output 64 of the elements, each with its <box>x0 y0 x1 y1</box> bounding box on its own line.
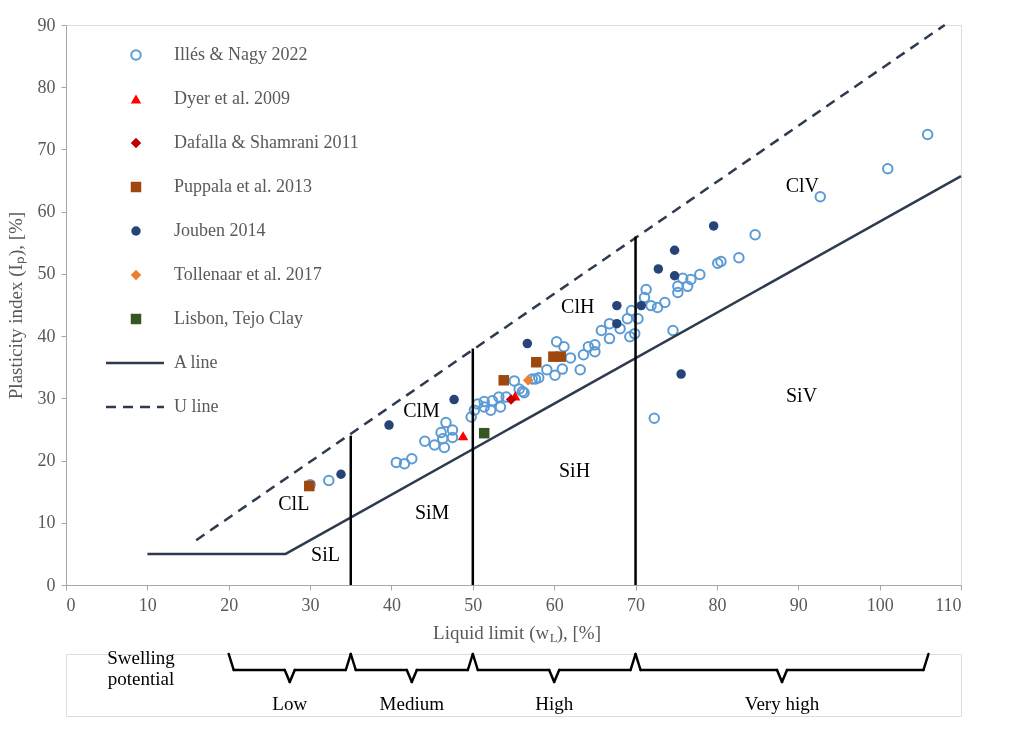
point <box>669 245 680 255</box>
text: Swelling potential <box>107 647 176 689</box>
y-tick-label: 60 <box>37 201 56 222</box>
point <box>612 318 622 329</box>
legend-label: Dafalla & Shamrani 2011 <box>174 132 359 152</box>
legend-label: Tollenaar et al. 2017 <box>174 264 322 284</box>
legend-label: Illés & Nagy 2022 <box>174 44 308 64</box>
x-tick-label: 0 <box>66 594 76 615</box>
x-tick-label: 10 <box>138 594 157 615</box>
point <box>478 427 490 439</box>
x-tick-label: 80 <box>708 594 727 615</box>
x-tick-label: 90 <box>789 594 808 615</box>
point <box>676 369 686 379</box>
text: Low <box>272 693 308 714</box>
text: Very high <box>744 693 820 714</box>
y-tick-label: 20 <box>37 450 56 471</box>
x-tick-label: 70 <box>627 594 646 615</box>
point <box>498 375 509 386</box>
annotation: ClM <box>403 398 441 421</box>
point <box>522 338 533 349</box>
x-tick-label: 40 <box>382 594 401 615</box>
point <box>449 394 459 405</box>
annotation: SiM <box>414 501 450 524</box>
y-tick-label: 50 <box>37 263 56 284</box>
y-tick-label: 10 <box>37 512 56 533</box>
annotation: SiH <box>558 459 591 482</box>
text: High <box>535 693 574 714</box>
point <box>555 351 566 362</box>
point <box>336 469 346 479</box>
legend-label: A line <box>174 352 218 372</box>
y-tick-label: 90 <box>37 14 56 35</box>
legend-label: U line <box>174 396 219 416</box>
point <box>708 221 719 231</box>
point <box>505 394 517 405</box>
point <box>531 357 542 368</box>
y-tick-label: 70 <box>37 138 56 159</box>
x-tick-label: 110 <box>935 594 962 615</box>
legend-label: Jouben 2014 <box>174 220 266 240</box>
y-axis-title: Plasticity index (Iₚ), [%] <box>4 211 27 400</box>
legend-label: Dyer et al. 2009 <box>174 88 290 108</box>
x-tick-label: 60 <box>545 594 564 615</box>
annotation: SiL <box>311 542 340 565</box>
annotation: ClV <box>785 173 820 196</box>
text: Medium <box>379 693 445 714</box>
annotation: ClL <box>278 492 310 515</box>
point <box>636 300 646 311</box>
point <box>457 431 469 441</box>
x-tick-label: 50 <box>464 594 483 615</box>
x-tick-label: 20 <box>220 594 239 615</box>
annotation: ClH <box>561 295 595 318</box>
legend-label: Lisbon, Tejo Clay <box>174 308 303 328</box>
annotation: SiV <box>785 384 818 407</box>
y-tick-label: 30 <box>37 387 56 408</box>
point <box>653 264 664 274</box>
y-tick-label: 80 <box>37 76 56 97</box>
point <box>384 420 394 430</box>
y-tick-label: 0 <box>46 574 56 595</box>
legend-label: Puppala et al. 2013 <box>174 176 312 196</box>
y-tick-label: 40 <box>37 325 56 346</box>
point <box>612 300 622 311</box>
point <box>522 375 534 386</box>
point <box>669 271 680 281</box>
x-tick-label: 30 <box>301 594 320 615</box>
x-tick-label: 100 <box>866 594 894 615</box>
